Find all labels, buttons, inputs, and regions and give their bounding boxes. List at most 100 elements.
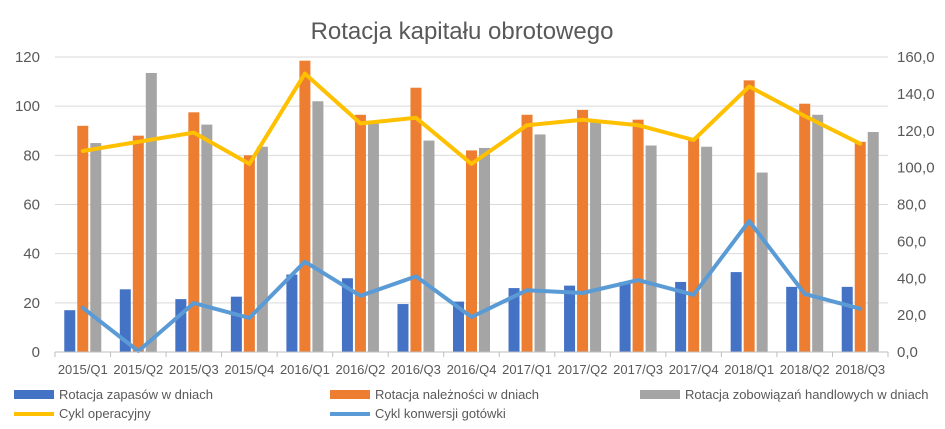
bar — [354, 114, 366, 352]
x-category-label: 2015/Q1 — [58, 362, 108, 377]
y-left-tick-label: 0 — [32, 344, 40, 361]
bar — [534, 134, 546, 352]
x-category-label: 2017/Q2 — [558, 362, 608, 377]
legend-label: Rotacja zobowiązań handlowych w dniach — [685, 387, 929, 402]
line-point — [248, 317, 250, 319]
y-left-tick-label: 20 — [23, 295, 40, 312]
line-point — [693, 294, 695, 296]
x-category-label: 2018/Q3 — [835, 362, 885, 377]
bar — [521, 114, 533, 352]
line-point — [859, 143, 861, 145]
y-right-tick-label: 40,0 — [897, 270, 926, 287]
bar — [299, 60, 311, 352]
line-point — [415, 275, 417, 277]
bar — [867, 131, 879, 352]
y-right-tick-label: 100,0 — [897, 160, 935, 177]
bar — [367, 123, 379, 352]
x-category-label: 2016/Q4 — [447, 362, 497, 377]
bar — [619, 281, 631, 352]
y-left-tick-label: 40 — [23, 246, 40, 263]
x-category-label: 2016/Q3 — [391, 362, 441, 377]
bar — [508, 288, 520, 352]
bar — [243, 155, 255, 352]
y-right-tick-label: 80,0 — [897, 197, 926, 214]
line-point — [304, 261, 306, 263]
line-point — [193, 132, 195, 134]
x-category-label: 2017/Q3 — [613, 362, 663, 377]
bar — [841, 286, 853, 352]
bar — [632, 119, 644, 352]
bar — [64, 310, 76, 352]
bar — [119, 289, 131, 352]
line-3 — [80, 71, 863, 166]
line-point — [359, 122, 361, 124]
x-category-label: 2018/Q1 — [724, 362, 774, 377]
bar-series — [64, 60, 879, 353]
line-point — [804, 293, 806, 295]
bar — [188, 112, 200, 352]
bar — [645, 145, 657, 352]
bar — [175, 299, 187, 352]
bar — [701, 146, 713, 352]
legend-swatch — [14, 390, 54, 399]
line-point — [748, 220, 750, 222]
x-category-label: 2018/Q2 — [780, 362, 830, 377]
x-category-label: 2015/Q2 — [113, 362, 163, 377]
x-category-label: 2017/Q4 — [669, 362, 719, 377]
bar — [397, 304, 409, 352]
bar — [145, 72, 157, 353]
line-point — [526, 124, 528, 126]
bar — [730, 272, 742, 352]
bar — [256, 146, 268, 352]
legend-label: Rotacja należności w dniach — [375, 387, 539, 402]
chart-title: Rotacja kapitału obrotowego — [311, 18, 614, 45]
bar — [286, 274, 298, 352]
y-left-tick-label: 100 — [15, 98, 40, 115]
bar — [90, 143, 102, 352]
line-point — [582, 119, 584, 121]
bar — [675, 281, 687, 352]
legend-swatch — [640, 390, 680, 399]
line-point — [82, 307, 84, 309]
y-left-tick-label: 120 — [15, 49, 40, 66]
line-point — [859, 308, 861, 310]
line-point — [415, 117, 417, 119]
legend-swatch — [330, 390, 370, 399]
line-point — [248, 163, 250, 165]
bar — [743, 80, 755, 353]
y-right-tick-label: 20,0 — [897, 307, 926, 324]
line-point — [582, 292, 584, 294]
axes: 0 20 40 60 80 100 120 0,0 20,0 40,0 60,0 80,0 100,0 1… — [15, 49, 935, 377]
bar — [564, 285, 576, 352]
x-category-label: 2016/Q1 — [280, 362, 330, 377]
y-right-tick-label: 120,0 — [897, 123, 935, 140]
bar — [230, 296, 242, 352]
y-right-tick-label: 0,0 — [897, 344, 918, 361]
bar — [312, 101, 324, 352]
x-category-label: 2017/Q1 — [502, 362, 552, 377]
line-point — [359, 295, 361, 297]
y-left-tick-label: 60 — [23, 197, 40, 214]
bar — [799, 103, 811, 352]
legend-label: Cykl konwersji gotówki — [375, 406, 506, 421]
x-category-label: 2016/Q2 — [335, 362, 385, 377]
bar — [77, 125, 89, 352]
x-category-label: 2015/Q3 — [169, 362, 219, 377]
bar — [688, 138, 700, 352]
line-point — [637, 279, 639, 281]
y-right-tick-label: 140,0 — [897, 86, 935, 103]
line-point — [637, 124, 639, 126]
bar — [423, 140, 435, 352]
y-right-tick-label: 160,0 — [897, 49, 935, 66]
bar — [756, 172, 768, 352]
bar — [786, 286, 798, 352]
line-point — [304, 73, 306, 75]
line-series — [80, 71, 863, 354]
bar — [854, 141, 866, 352]
bar — [410, 87, 422, 353]
line-point — [137, 350, 139, 352]
line-point — [748, 86, 750, 87]
bar — [201, 124, 213, 353]
line-point — [471, 163, 472, 165]
